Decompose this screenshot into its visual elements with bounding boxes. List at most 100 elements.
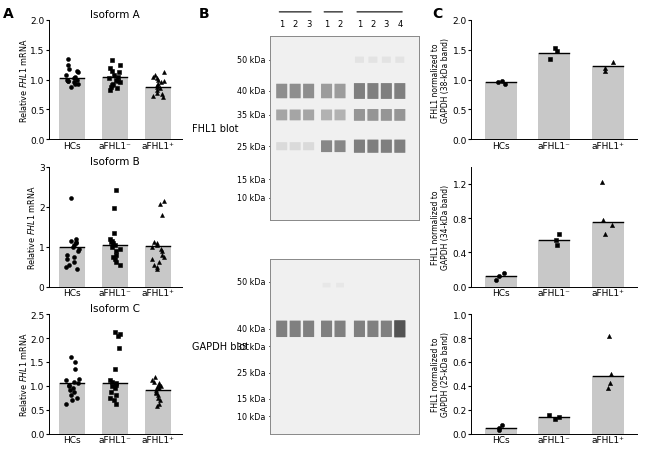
Point <box>69 388 79 395</box>
Text: 35 kDa: 35 kDa <box>237 111 265 120</box>
Point <box>500 81 511 89</box>
FancyBboxPatch shape <box>335 321 346 337</box>
Point <box>497 78 507 85</box>
Point <box>149 261 159 269</box>
Point <box>107 83 117 90</box>
Point <box>111 252 122 259</box>
Point <box>71 236 81 244</box>
Point <box>69 253 79 261</box>
Point <box>63 56 73 63</box>
Point <box>67 397 77 404</box>
Point <box>599 230 610 238</box>
Point <box>155 397 165 404</box>
Point <box>152 383 162 391</box>
Bar <box>146 390 171 434</box>
Point <box>148 93 159 101</box>
Point <box>149 239 159 246</box>
Point <box>606 370 616 378</box>
FancyBboxPatch shape <box>303 321 314 337</box>
Point <box>149 379 159 386</box>
Title: Isoform C: Isoform C <box>90 304 140 313</box>
FancyBboxPatch shape <box>290 84 301 99</box>
Point <box>150 374 160 381</box>
Point <box>108 240 118 247</box>
Point <box>111 258 122 266</box>
Point <box>63 62 73 69</box>
FancyBboxPatch shape <box>367 140 378 153</box>
Point <box>61 377 72 384</box>
Point <box>71 239 81 246</box>
Text: aFHL1⁻: aFHL1⁻ <box>279 0 311 2</box>
FancyBboxPatch shape <box>290 321 301 337</box>
Point <box>155 201 165 208</box>
Point <box>608 59 618 66</box>
Point <box>147 377 157 384</box>
Point <box>493 80 503 87</box>
Point <box>153 392 163 399</box>
FancyBboxPatch shape <box>276 84 287 99</box>
Point <box>151 388 161 395</box>
Point <box>554 414 564 421</box>
Point <box>110 241 120 249</box>
Point <box>105 87 116 95</box>
Point <box>72 77 83 84</box>
Bar <box>103 245 128 287</box>
FancyBboxPatch shape <box>321 141 332 153</box>
Point <box>112 85 122 93</box>
Point <box>112 78 123 85</box>
Point <box>151 403 162 410</box>
Point <box>72 265 82 273</box>
Point <box>159 69 170 77</box>
Text: 25 kDa: 25 kDa <box>237 142 265 151</box>
Point <box>70 73 80 81</box>
FancyBboxPatch shape <box>367 84 378 100</box>
Text: 10 kDa: 10 kDa <box>237 194 265 203</box>
FancyBboxPatch shape <box>369 57 378 64</box>
Point <box>61 263 72 271</box>
Point <box>554 230 564 238</box>
Point <box>64 66 74 73</box>
FancyBboxPatch shape <box>367 321 378 337</box>
Point <box>147 243 157 251</box>
FancyBboxPatch shape <box>303 84 314 99</box>
Point <box>109 397 119 404</box>
FancyBboxPatch shape <box>321 110 332 121</box>
Point <box>151 87 162 95</box>
FancyBboxPatch shape <box>354 84 365 100</box>
Y-axis label: Relative $\it{FHL1}$ mRNA: Relative $\it{FHL1}$ mRNA <box>18 38 29 123</box>
Point <box>154 380 164 387</box>
Point <box>70 366 81 373</box>
FancyBboxPatch shape <box>290 143 301 151</box>
Point <box>69 379 79 386</box>
Point <box>599 67 610 75</box>
Bar <box>60 79 85 140</box>
Point <box>107 382 118 390</box>
Text: A: A <box>3 7 14 21</box>
Point <box>600 65 610 72</box>
Point <box>69 258 79 266</box>
FancyBboxPatch shape <box>322 283 330 288</box>
Text: 15 kDa: 15 kDa <box>237 175 265 185</box>
Point <box>109 72 119 79</box>
Y-axis label: Relative $\it{FHL1}$ mRNA: Relative $\it{FHL1}$ mRNA <box>18 332 29 416</box>
FancyBboxPatch shape <box>395 110 406 122</box>
Point <box>597 217 608 224</box>
Point <box>64 386 75 393</box>
Text: 3: 3 <box>384 20 389 29</box>
Point <box>69 241 79 249</box>
Text: 2: 2 <box>292 20 298 29</box>
Point <box>148 73 159 81</box>
FancyBboxPatch shape <box>382 57 391 64</box>
Point <box>111 392 121 399</box>
Bar <box>592 67 623 140</box>
Point <box>152 240 162 247</box>
Point <box>154 381 164 389</box>
Point <box>61 401 72 408</box>
FancyBboxPatch shape <box>395 321 406 337</box>
Bar <box>103 77 128 140</box>
Bar <box>60 383 85 434</box>
Point <box>73 248 84 256</box>
FancyBboxPatch shape <box>395 57 404 64</box>
Text: 25 kDa: 25 kDa <box>237 368 265 377</box>
Point <box>62 252 72 259</box>
